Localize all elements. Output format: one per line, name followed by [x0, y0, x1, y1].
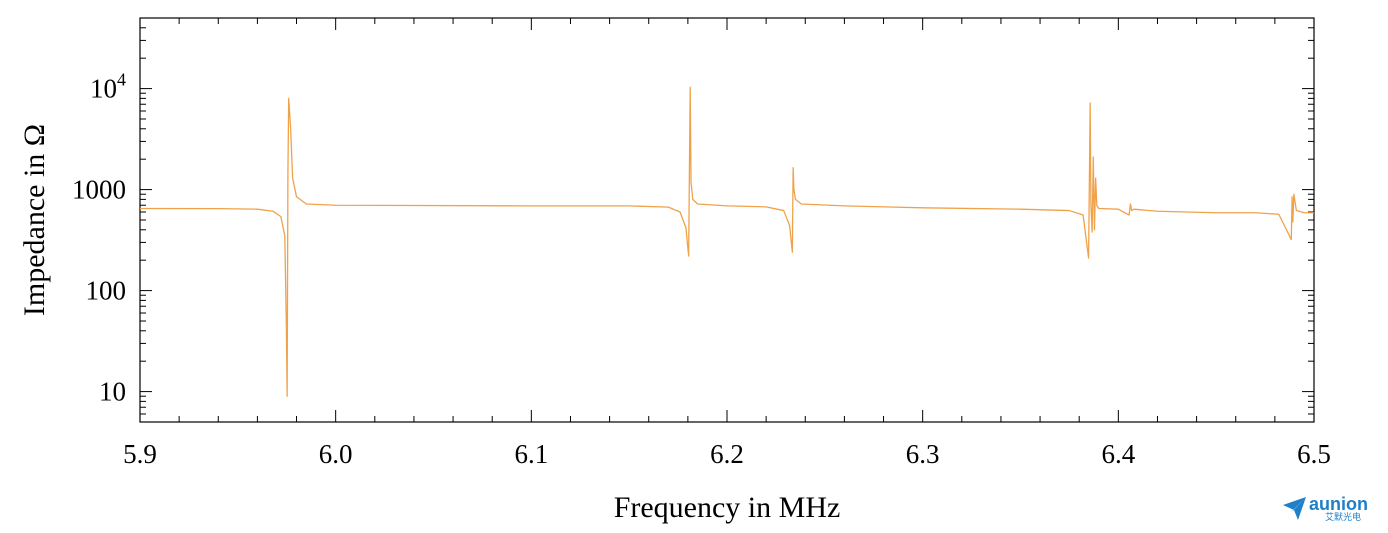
- logo-text: aunion: [1309, 494, 1368, 514]
- x-tick-label: 6.3: [906, 439, 940, 469]
- paper-plane-icon: [1283, 497, 1306, 520]
- x-axis-ticks: [139, 18, 1315, 422]
- x-tick-label: 5.9: [123, 439, 157, 469]
- x-tick-label: 6.4: [1101, 439, 1135, 469]
- x-axis-tick-labels: 5.9 6.0 6.1 6.2 6.3 6.4 6.5: [123, 439, 1331, 469]
- y-axis-label: Impedance in Ω: [18, 124, 51, 316]
- aunion-logo: aunion 艾默光电: [1283, 494, 1383, 530]
- y-axis-ticks: [140, 17, 1314, 423]
- plot-border: [139, 17, 1315, 423]
- x-tick-label: 6.0: [319, 439, 353, 469]
- x-tick-label: 6.1: [514, 439, 548, 469]
- y-tick-label: 10: [99, 377, 126, 407]
- y-tick-label: 100: [86, 276, 127, 306]
- y-axis-tick-labels: 10 100 1000 104: [72, 70, 126, 407]
- x-axis-label: Frequency in MHz: [614, 491, 841, 524]
- x-tick-label: 6.2: [710, 439, 744, 469]
- series-line-1: [139, 86, 1314, 397]
- logo-subtext: 艾默光电: [1325, 513, 1362, 523]
- plot-frame: [139, 17, 1315, 423]
- y-tick-label: 1000: [72, 175, 126, 205]
- series-layer: [139, 86, 1314, 397]
- y-tick-label: 104: [90, 70, 126, 104]
- x-tick-label: 6.5: [1297, 439, 1331, 469]
